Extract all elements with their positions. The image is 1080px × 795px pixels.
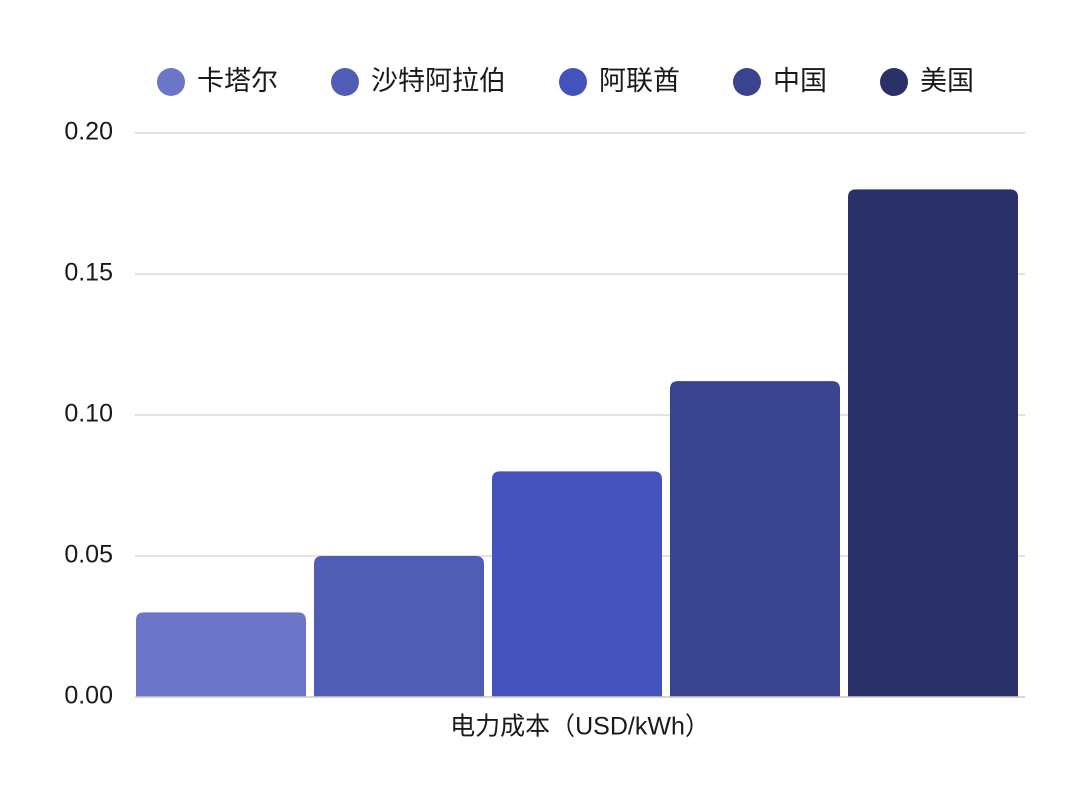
bar: [314, 556, 484, 697]
x-tick-label: 电力成本（USD/kWh）: [450, 713, 710, 741]
legend-marker: [880, 68, 908, 96]
legend-label: 美国: [920, 66, 974, 96]
legend-marker: [559, 68, 587, 96]
bar: [492, 471, 662, 697]
legend-marker: [733, 68, 761, 96]
legend-marker: [331, 68, 359, 96]
y-tick-label: 0.20: [64, 118, 113, 146]
legend-label: 沙特阿拉伯: [371, 66, 506, 96]
legend-label: 阿联酋: [599, 66, 680, 96]
bar: [848, 189, 1018, 697]
bar: [670, 381, 840, 697]
legend-label: 中国: [773, 66, 827, 96]
y-tick-label: 0.15: [64, 259, 113, 287]
legend-marker: [157, 68, 185, 96]
bar: [136, 612, 306, 697]
y-tick-label: 0.05: [64, 541, 113, 569]
legend-label: 卡塔尔: [197, 66, 278, 96]
y-tick-label: 0.10: [64, 400, 113, 428]
y-tick-label: 0.00: [64, 682, 113, 710]
